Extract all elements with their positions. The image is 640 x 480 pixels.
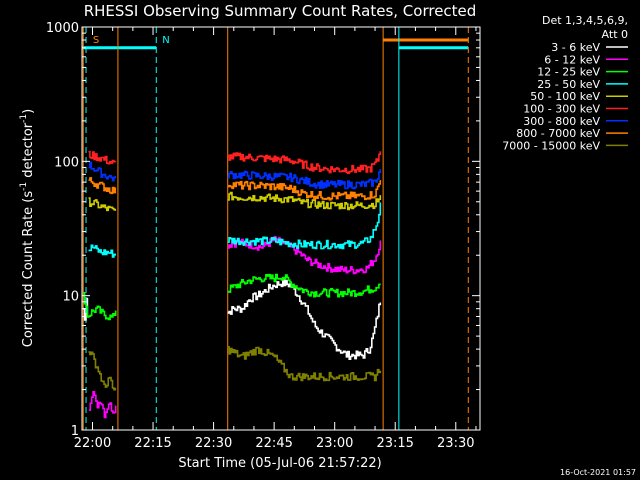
plot-clip-group xyxy=(82,27,469,430)
series-line-0-seg-1 xyxy=(227,278,382,360)
legend-header-line-1: Det 1,3,4,5,6,9, xyxy=(542,14,628,27)
x-tick-label-4: 23:00 xyxy=(316,436,353,451)
y-tick-label-0: 1 xyxy=(71,424,79,439)
series-line-8-seg-1 xyxy=(227,346,382,382)
legend-label-5: 100 - 300 keV xyxy=(523,103,600,116)
series-line-1-seg-1 xyxy=(227,235,382,275)
y-axis-label-part2: detector xyxy=(21,122,36,182)
x-axis-label: Start Time (05-Jul-06 21:57:22) xyxy=(178,456,381,471)
legend-label-4: 50 - 100 keV xyxy=(530,90,600,103)
series-line-1-seg-0 xyxy=(88,391,117,419)
x-tick-label-3: 22:45 xyxy=(255,436,292,451)
x-tick-label-6: 23:30 xyxy=(437,436,474,451)
plot-frame xyxy=(81,26,481,431)
chart-title: RHESSI Observing Summary Count Rates, Co… xyxy=(84,2,477,20)
series-line-5-seg-0 xyxy=(88,150,117,165)
legend-label-2: 12 - 25 keV xyxy=(537,66,600,79)
legend-label-1: 6 - 12 keV xyxy=(544,53,600,66)
series-line-7-seg-1 xyxy=(227,180,382,201)
timestamp: 16-Oct-2021 01:57 xyxy=(560,468,636,477)
series-line-4-seg-0 xyxy=(88,197,117,212)
series-line-6-seg-0 xyxy=(88,161,117,182)
series-line-7-seg-0 xyxy=(88,177,117,195)
legend-label-0: 3 - 6 keV xyxy=(551,41,600,54)
x-tick-label-2: 22:30 xyxy=(195,436,232,451)
series-line-2-seg-0 xyxy=(83,292,117,321)
x-tick-label-1: 22:15 xyxy=(134,436,171,451)
y-axis-label-sup1: -1 xyxy=(19,182,29,191)
y-axis-label: Corrected Count Rate (s-1 detector-1) xyxy=(19,109,36,347)
series-line-4-seg-1 xyxy=(227,191,382,211)
y-axis-label-part1: Corrected Count Rate (s xyxy=(21,191,36,348)
series-line-8-seg-0 xyxy=(88,351,117,391)
legend-label-7: 800 - 7000 keV xyxy=(516,127,600,140)
marker-label-1: N xyxy=(162,35,169,46)
axes: 22:00 22:15 22:30 22:45 23:00 23:15 23:30 1 10 10… xyxy=(46,21,481,451)
x-tick-label-5: 23:15 xyxy=(376,436,413,451)
legend-label-6: 300 - 800 keV xyxy=(523,115,600,128)
y-tick-label-1: 10 xyxy=(62,290,79,305)
series-line-3-seg-0 xyxy=(88,244,117,258)
y-axis-label-sup2: -1 xyxy=(19,114,29,123)
series-line-3-seg-1 xyxy=(227,202,382,250)
series-line-6-seg-1 xyxy=(227,169,382,190)
series-line-2-seg-1 xyxy=(227,273,382,298)
legend-label-8: 7000 - 15000 keV xyxy=(502,139,600,152)
y-axis-label-part3: ) xyxy=(21,109,36,114)
marker-label-0: S xyxy=(93,35,99,46)
legend-header-line-2: Att 0 xyxy=(602,28,628,41)
y-tick-label-2: 100 xyxy=(54,155,79,170)
y-tick-label-3: 1000 xyxy=(46,21,79,36)
series-line-5-seg-1 xyxy=(227,151,382,175)
legend-label-3: 25 - 50 keV xyxy=(537,78,600,91)
x-tick-label-0: 22:00 xyxy=(74,436,111,451)
